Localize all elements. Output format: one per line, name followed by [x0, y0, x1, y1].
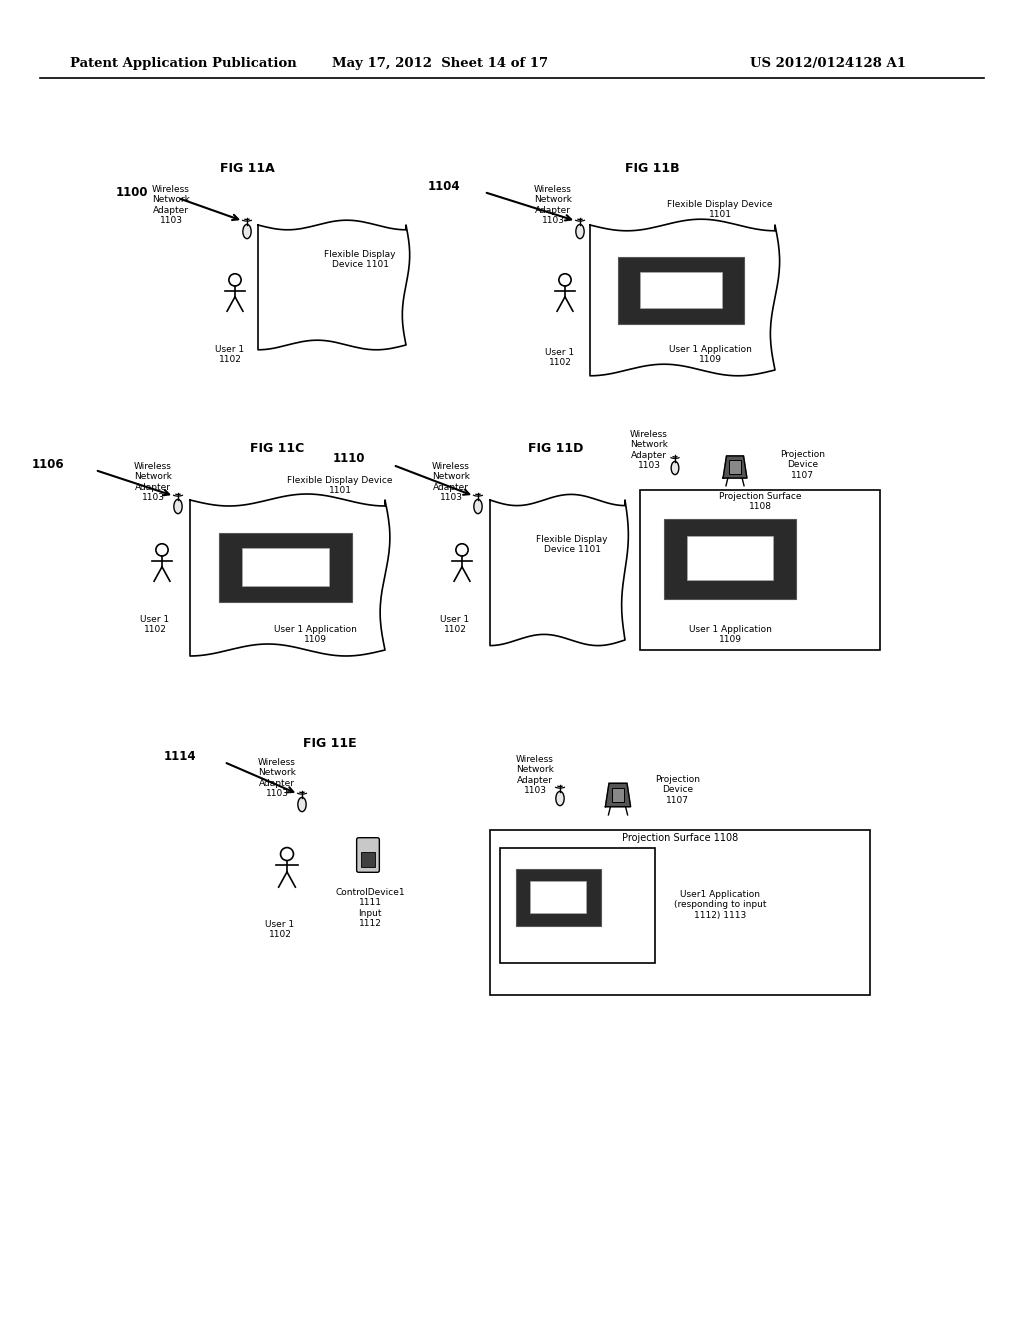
- Text: Flexible Display
Device 1101: Flexible Display Device 1101: [537, 535, 608, 554]
- Text: Flexible Display
Device 1101: Flexible Display Device 1101: [325, 249, 395, 269]
- Ellipse shape: [575, 224, 584, 239]
- Text: Projection Surface
1108: Projection Surface 1108: [719, 492, 801, 511]
- Text: ControlDevice1
1111
Input
1112: ControlDevice1 1111 Input 1112: [335, 888, 404, 928]
- Bar: [640, 272, 722, 309]
- Bar: [530, 882, 586, 913]
- Bar: [500, 847, 655, 964]
- Bar: [611, 788, 625, 803]
- Text: Flexible Display Device
1101: Flexible Display Device 1101: [668, 201, 773, 219]
- Ellipse shape: [243, 224, 251, 239]
- Text: User 1
1102: User 1 1102: [546, 348, 574, 367]
- Text: May 17, 2012  Sheet 14 of 17: May 17, 2012 Sheet 14 of 17: [332, 57, 548, 70]
- Text: US 2012/0124128 A1: US 2012/0124128 A1: [750, 57, 906, 70]
- Polygon shape: [605, 783, 631, 807]
- Text: Wireless
Network
Adapter
1103: Wireless Network Adapter 1103: [134, 462, 172, 502]
- Bar: [243, 548, 329, 586]
- Text: Wireless
Network
Adapter
1103: Wireless Network Adapter 1103: [630, 430, 668, 470]
- Ellipse shape: [298, 797, 306, 812]
- Text: FIG 11B: FIG 11B: [625, 162, 679, 176]
- Bar: [219, 533, 352, 602]
- Polygon shape: [723, 455, 746, 478]
- Ellipse shape: [556, 792, 564, 805]
- Bar: [617, 257, 743, 323]
- FancyBboxPatch shape: [356, 838, 379, 873]
- Bar: [729, 461, 741, 474]
- Text: FIG 11D: FIG 11D: [528, 442, 584, 455]
- Text: Wireless
Network
Adapter
1103: Wireless Network Adapter 1103: [432, 462, 470, 502]
- Text: 1110: 1110: [333, 453, 365, 466]
- Text: 1100: 1100: [116, 186, 148, 198]
- Text: User 1
1102: User 1 1102: [265, 920, 295, 940]
- Text: User 1
1102: User 1 1102: [140, 615, 170, 635]
- Text: Wireless
Network
Adapter
1103: Wireless Network Adapter 1103: [258, 758, 296, 799]
- Bar: [361, 851, 375, 867]
- Text: User1 Application
(responding to input
1112) 1113: User1 Application (responding to input 1…: [674, 890, 766, 920]
- Text: FIG 11E: FIG 11E: [303, 737, 356, 750]
- Text: Patent Application Publication: Patent Application Publication: [70, 57, 297, 70]
- Text: FIG 11C: FIG 11C: [250, 442, 304, 455]
- Bar: [515, 869, 601, 927]
- Text: Wireless
Network
Adapter
1103: Wireless Network Adapter 1103: [516, 755, 554, 795]
- Ellipse shape: [174, 499, 182, 513]
- Text: Projection
Device
1107: Projection Device 1107: [780, 450, 825, 479]
- Text: User 1 Application
1109: User 1 Application 1109: [688, 624, 771, 644]
- Bar: [687, 536, 773, 581]
- Ellipse shape: [474, 499, 482, 513]
- Text: User 1
1102: User 1 1102: [215, 345, 245, 364]
- Ellipse shape: [671, 462, 679, 475]
- Text: Wireless
Network
Adapter
1103: Wireless Network Adapter 1103: [535, 185, 572, 226]
- Text: 1106: 1106: [32, 458, 63, 470]
- Text: Projection Surface 1108: Projection Surface 1108: [622, 833, 738, 843]
- Text: Flexible Display Device
1101: Flexible Display Device 1101: [288, 477, 393, 495]
- Text: 1114: 1114: [164, 750, 196, 763]
- Text: Wireless
Network
Adapter
1103: Wireless Network Adapter 1103: [153, 185, 190, 226]
- Bar: [664, 519, 796, 599]
- Bar: [640, 490, 880, 649]
- Text: Projection
Device
1107: Projection Device 1107: [655, 775, 700, 805]
- Text: FIG 11A: FIG 11A: [219, 162, 274, 176]
- Text: User 1 Application
1109: User 1 Application 1109: [273, 624, 356, 644]
- Bar: [490, 830, 870, 995]
- Text: 1104: 1104: [427, 180, 460, 193]
- Text: User 1
1102: User 1 1102: [440, 615, 470, 635]
- Text: User 1 Application
1109: User 1 Application 1109: [669, 345, 752, 364]
